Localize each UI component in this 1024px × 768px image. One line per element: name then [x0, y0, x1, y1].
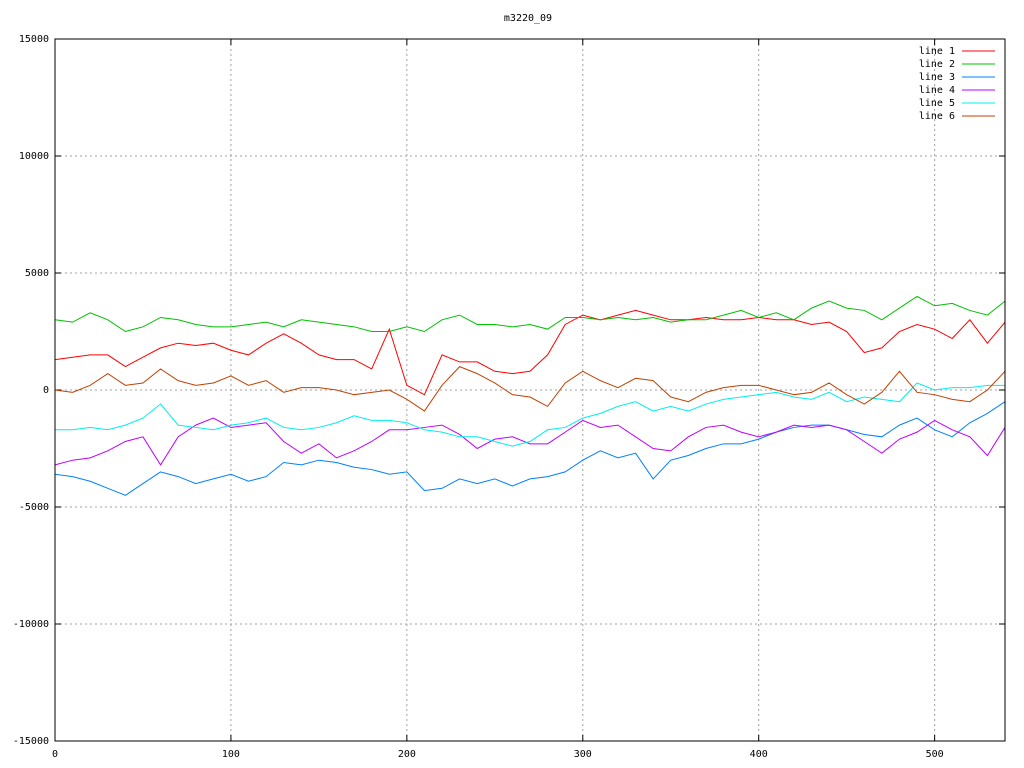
series-line [54, 417, 1006, 466]
x-tick-label: 300 [574, 749, 592, 760]
x-tick-label: 100 [222, 749, 240, 760]
x-tick-label: 200 [398, 749, 416, 760]
series-line [54, 295, 1006, 333]
y-tick-label: 0 [43, 385, 49, 396]
y-tick-label: 15000 [19, 34, 49, 45]
x-tick-label: 400 [750, 749, 768, 760]
grid [54, 38, 1005, 742]
series-line [54, 309, 1006, 396]
legend-label: line 1 [919, 46, 955, 57]
legend-label: line 5 [919, 98, 955, 109]
plot-border [54, 38, 1006, 742]
series-line [55, 382, 1005, 447]
legend-label: line 6 [919, 111, 955, 122]
x-tick-label: 0 [52, 749, 58, 760]
legend: line 1 line 2 line 3 line 4 line 5 line 6 [919, 46, 995, 122]
series-line [54, 366, 1006, 412]
legend-label: line 2 [919, 59, 955, 70]
y-tick-label: 5000 [25, 268, 49, 279]
y-tick-label: -10000 [13, 619, 49, 630]
legend-label: line 4 [919, 85, 955, 96]
y-tick-label: 10000 [19, 151, 49, 162]
series-line [54, 401, 1006, 496]
legend-label: line 3 [919, 72, 955, 83]
x-tick-label: 500 [926, 749, 944, 760]
plot-lines [54, 295, 1006, 496]
chart-title: m3220_09 [504, 13, 552, 24]
y-tick-label: -15000 [13, 736, 49, 747]
y-tick-label: -5000 [19, 502, 49, 513]
